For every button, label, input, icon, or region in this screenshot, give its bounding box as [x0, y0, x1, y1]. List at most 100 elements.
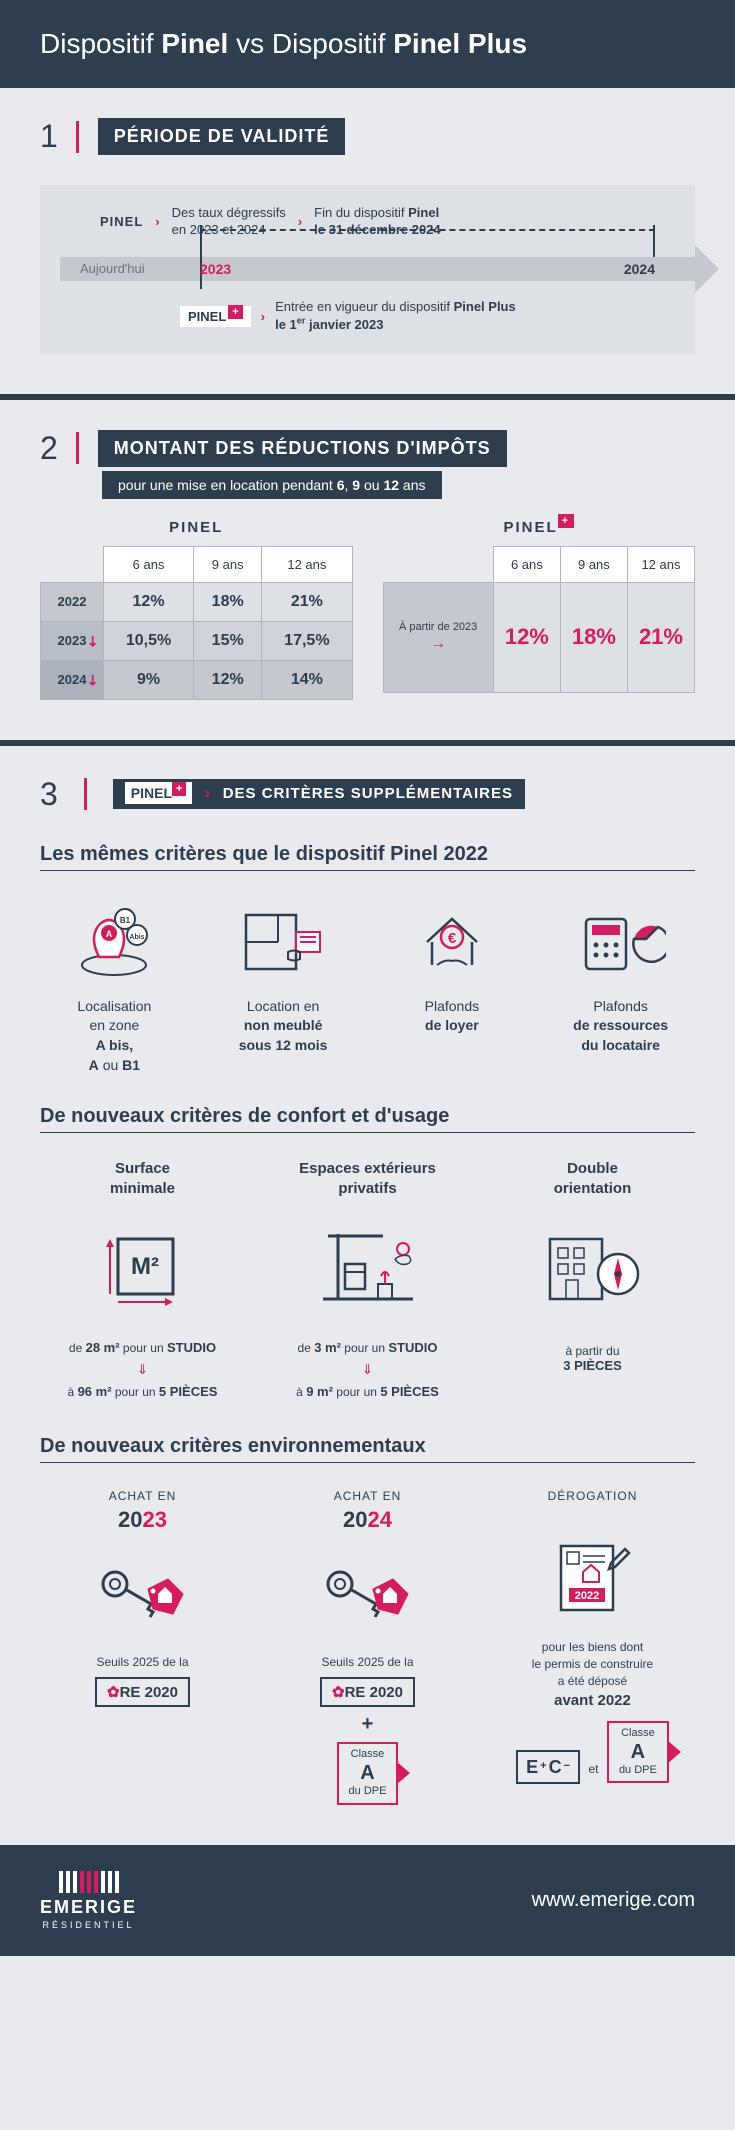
section-1-title: PÉRIODE DE VALIDITÉ	[98, 118, 346, 155]
criteria-card-furnished: Location ennon meublésous 12 mois	[209, 897, 358, 1075]
down-arrow-icon: ⇓	[265, 1361, 470, 1378]
criteria-card-resources: Plafondsde ressourcesdu locataire	[546, 897, 695, 1075]
col-header: 9 ans	[560, 546, 627, 582]
cell: 18%	[194, 582, 262, 621]
subsection-heading-1: Les mêmes critères que le dispositif Pin…	[40, 843, 695, 866]
svg-text:B1: B1	[120, 916, 131, 925]
classe-a-box: ClasseAdu DPE	[607, 1721, 669, 1783]
env-label: ACHAT EN	[40, 1489, 245, 1503]
section-2-title: MONTANT DES RÉDUCTIONS D'IMPÔTS	[98, 430, 507, 467]
cell: 12%	[493, 582, 560, 692]
cell: 21%	[262, 582, 352, 621]
criteria-text: Localisationen zoneA bis,A ou B1	[40, 997, 189, 1075]
table-row: 2023↘ 10,5% 15% 17,5%	[41, 621, 353, 660]
env-text: Seuils 2025 de la	[265, 1655, 470, 1669]
row-header: 2023↘	[41, 621, 104, 660]
subsection-underline	[40, 1462, 695, 1463]
re2020-box: ✿RE 2020	[320, 1677, 415, 1707]
pinel-plus-badge: PINEL+	[180, 306, 251, 327]
section-divider	[76, 121, 79, 153]
table-row: 2024↘ 9% 12% 14%	[41, 660, 353, 699]
cell: 17,5%	[262, 621, 352, 660]
classe-a-box: ClasseAdu DPE	[337, 1742, 399, 1804]
section-2-subtitle: pour une mise en location pendant 6, 9 o…	[102, 471, 442, 499]
timeline-tick	[653, 225, 655, 257]
env-year: 2024	[265, 1507, 470, 1533]
table-row: À partir de 2023 → 12% 18% 21%	[383, 582, 695, 692]
row-header: 2022	[41, 582, 104, 621]
svg-text:2022: 2022	[574, 1590, 598, 1602]
pinel-table: 6 ans 9 ans 12 ans 2022 12% 18% 21% 2023…	[40, 546, 353, 700]
chevron-icon: ›	[155, 214, 159, 229]
timeline-year-2024: 2024	[624, 261, 655, 277]
col-header: 6 ans	[493, 546, 560, 582]
env-label: DÉROGATION	[490, 1489, 695, 1503]
chevron-icon: ›	[298, 214, 302, 229]
key-tag-icon	[265, 1549, 470, 1639]
comfort-title: Double orientation	[490, 1159, 695, 1198]
comfort-card-surface: Surface minimale M² de 28 m² pour un STU…	[40, 1159, 245, 1405]
pinel-label: PINEL	[100, 214, 143, 229]
section-3: 3 PINEL+ › DES CRITÈRES SUPPLÉMENTAIRES …	[0, 746, 735, 1845]
comfort-title: Surface minimale	[40, 1159, 245, 1198]
comfort-grid: Surface minimale M² de 28 m² pour un STU…	[40, 1159, 695, 1405]
section-2: 2 MONTANT DES RÉDUCTIONS D'IMPÔTS pour u…	[0, 400, 735, 740]
comfort-title: Espaces extérieurs privatifs	[265, 1159, 470, 1198]
footer-url: www.emerige.com	[532, 1889, 695, 1912]
pinel-plus-text: Entrée en vigueur du dispositif Pinel Pl…	[275, 299, 516, 334]
document-icon: 2022	[490, 1533, 695, 1623]
section-divider	[76, 432, 79, 464]
re2020-box: ✿RE 2020	[95, 1677, 190, 1707]
col-header: 12 ans	[627, 546, 694, 582]
env-text: Seuils 2025 de la	[40, 1655, 245, 1669]
section-1-number: 1	[40, 118, 58, 155]
subsection-heading-3: De nouveaux critères environnementaux	[40, 1435, 695, 1458]
env-grid: ACHAT EN 2023 Seuils 2025 de la ✿RE 2020…	[40, 1489, 695, 1804]
cell: 12%	[103, 582, 193, 621]
section-3-number: 3	[40, 776, 58, 813]
env-card-2023: ACHAT EN 2023 Seuils 2025 de la ✿RE 2020	[40, 1489, 245, 1804]
cell: 18%	[560, 582, 627, 692]
cell: 14%	[262, 660, 352, 699]
ec-box: E+C−	[516, 1750, 580, 1784]
table-header-row: 6 ans 9 ans 12 ans	[41, 546, 353, 582]
comfort-line: à 96 m² pour un 5 PIÈCES	[40, 1384, 245, 1399]
col-header: 12 ans	[262, 546, 352, 582]
section-3-header: 3 PINEL+ › DES CRITÈRES SUPPLÉMENTAIRES	[40, 776, 695, 813]
down-arrow-icon: ⇓	[40, 1361, 245, 1378]
env-card-derogation: DÉROGATION 2022 pour les biens dontle pe…	[490, 1489, 695, 1804]
env-year: 2023	[40, 1507, 245, 1533]
terrace-icon	[265, 1214, 470, 1324]
comfort-line: de 3 m² pour un STUDIO	[265, 1340, 470, 1355]
comfort-card-orientation: Double orientation à partir du3 PIÈCES	[490, 1159, 695, 1405]
comfort-line: à partir du3 PIÈCES	[490, 1344, 695, 1373]
criteria-card-location: AB1Abis Localisationen zoneA bis,A ou B1	[40, 897, 189, 1075]
cell: 9%	[103, 660, 193, 699]
criteria-text: Plafondsde ressourcesdu locataire	[546, 997, 695, 1056]
logo-icon	[40, 1871, 137, 1893]
cell: 15%	[194, 621, 262, 660]
subsection-heading-2: De nouveaux critères de confort et d'usa…	[40, 1105, 695, 1128]
timeline-dashed-line	[200, 229, 655, 231]
footer: EMERIGE RÉSIDENTIEL www.emerige.com	[0, 1845, 735, 1956]
section-3-badge: PINEL+ › DES CRITÈRES SUPPLÉMENTAIRES	[113, 779, 525, 809]
criteria-grid: AB1Abis Localisationen zoneA bis,A ou B1…	[40, 897, 695, 1075]
pinel-table-wrap: PINEL 6 ans 9 ans 12 ans 2022 12% 18% 21…	[40, 519, 353, 700]
arrow-right-icon: →	[430, 635, 446, 652]
criteria-text: Location ennon meublésous 12 mois	[209, 997, 358, 1056]
house-euro-icon: €	[378, 897, 527, 987]
row-header: À partir de 2023 →	[383, 582, 493, 692]
pinel-table-title: PINEL	[40, 519, 353, 536]
comfort-line: à 9 m² pour un 5 PIÈCES	[265, 1384, 470, 1399]
key-tag-icon	[40, 1549, 245, 1639]
logo: EMERIGE RÉSIDENTIEL	[40, 1871, 137, 1930]
pinelplus-table-wrap: PINEL+ 6 ans 9 ans 12 ans À partir de 20…	[383, 519, 696, 700]
env-card-2024: ACHAT EN 2024 Seuils 2025 de la ✿RE 2020…	[265, 1489, 470, 1804]
section-divider	[84, 778, 87, 810]
section-1: 1 PÉRIODE DE VALIDITÉ PINEL › Des taux d…	[0, 88, 735, 394]
chevron-icon: ›	[205, 785, 210, 802]
timeline-step2: Fin du dispositif Pinel le 31 décembre 2…	[314, 205, 440, 239]
svg-text:A: A	[106, 929, 113, 939]
header: Dispositif Pinel vs Dispositif Pinel Plu…	[0, 0, 735, 88]
plus-icon: +	[265, 1713, 470, 1736]
